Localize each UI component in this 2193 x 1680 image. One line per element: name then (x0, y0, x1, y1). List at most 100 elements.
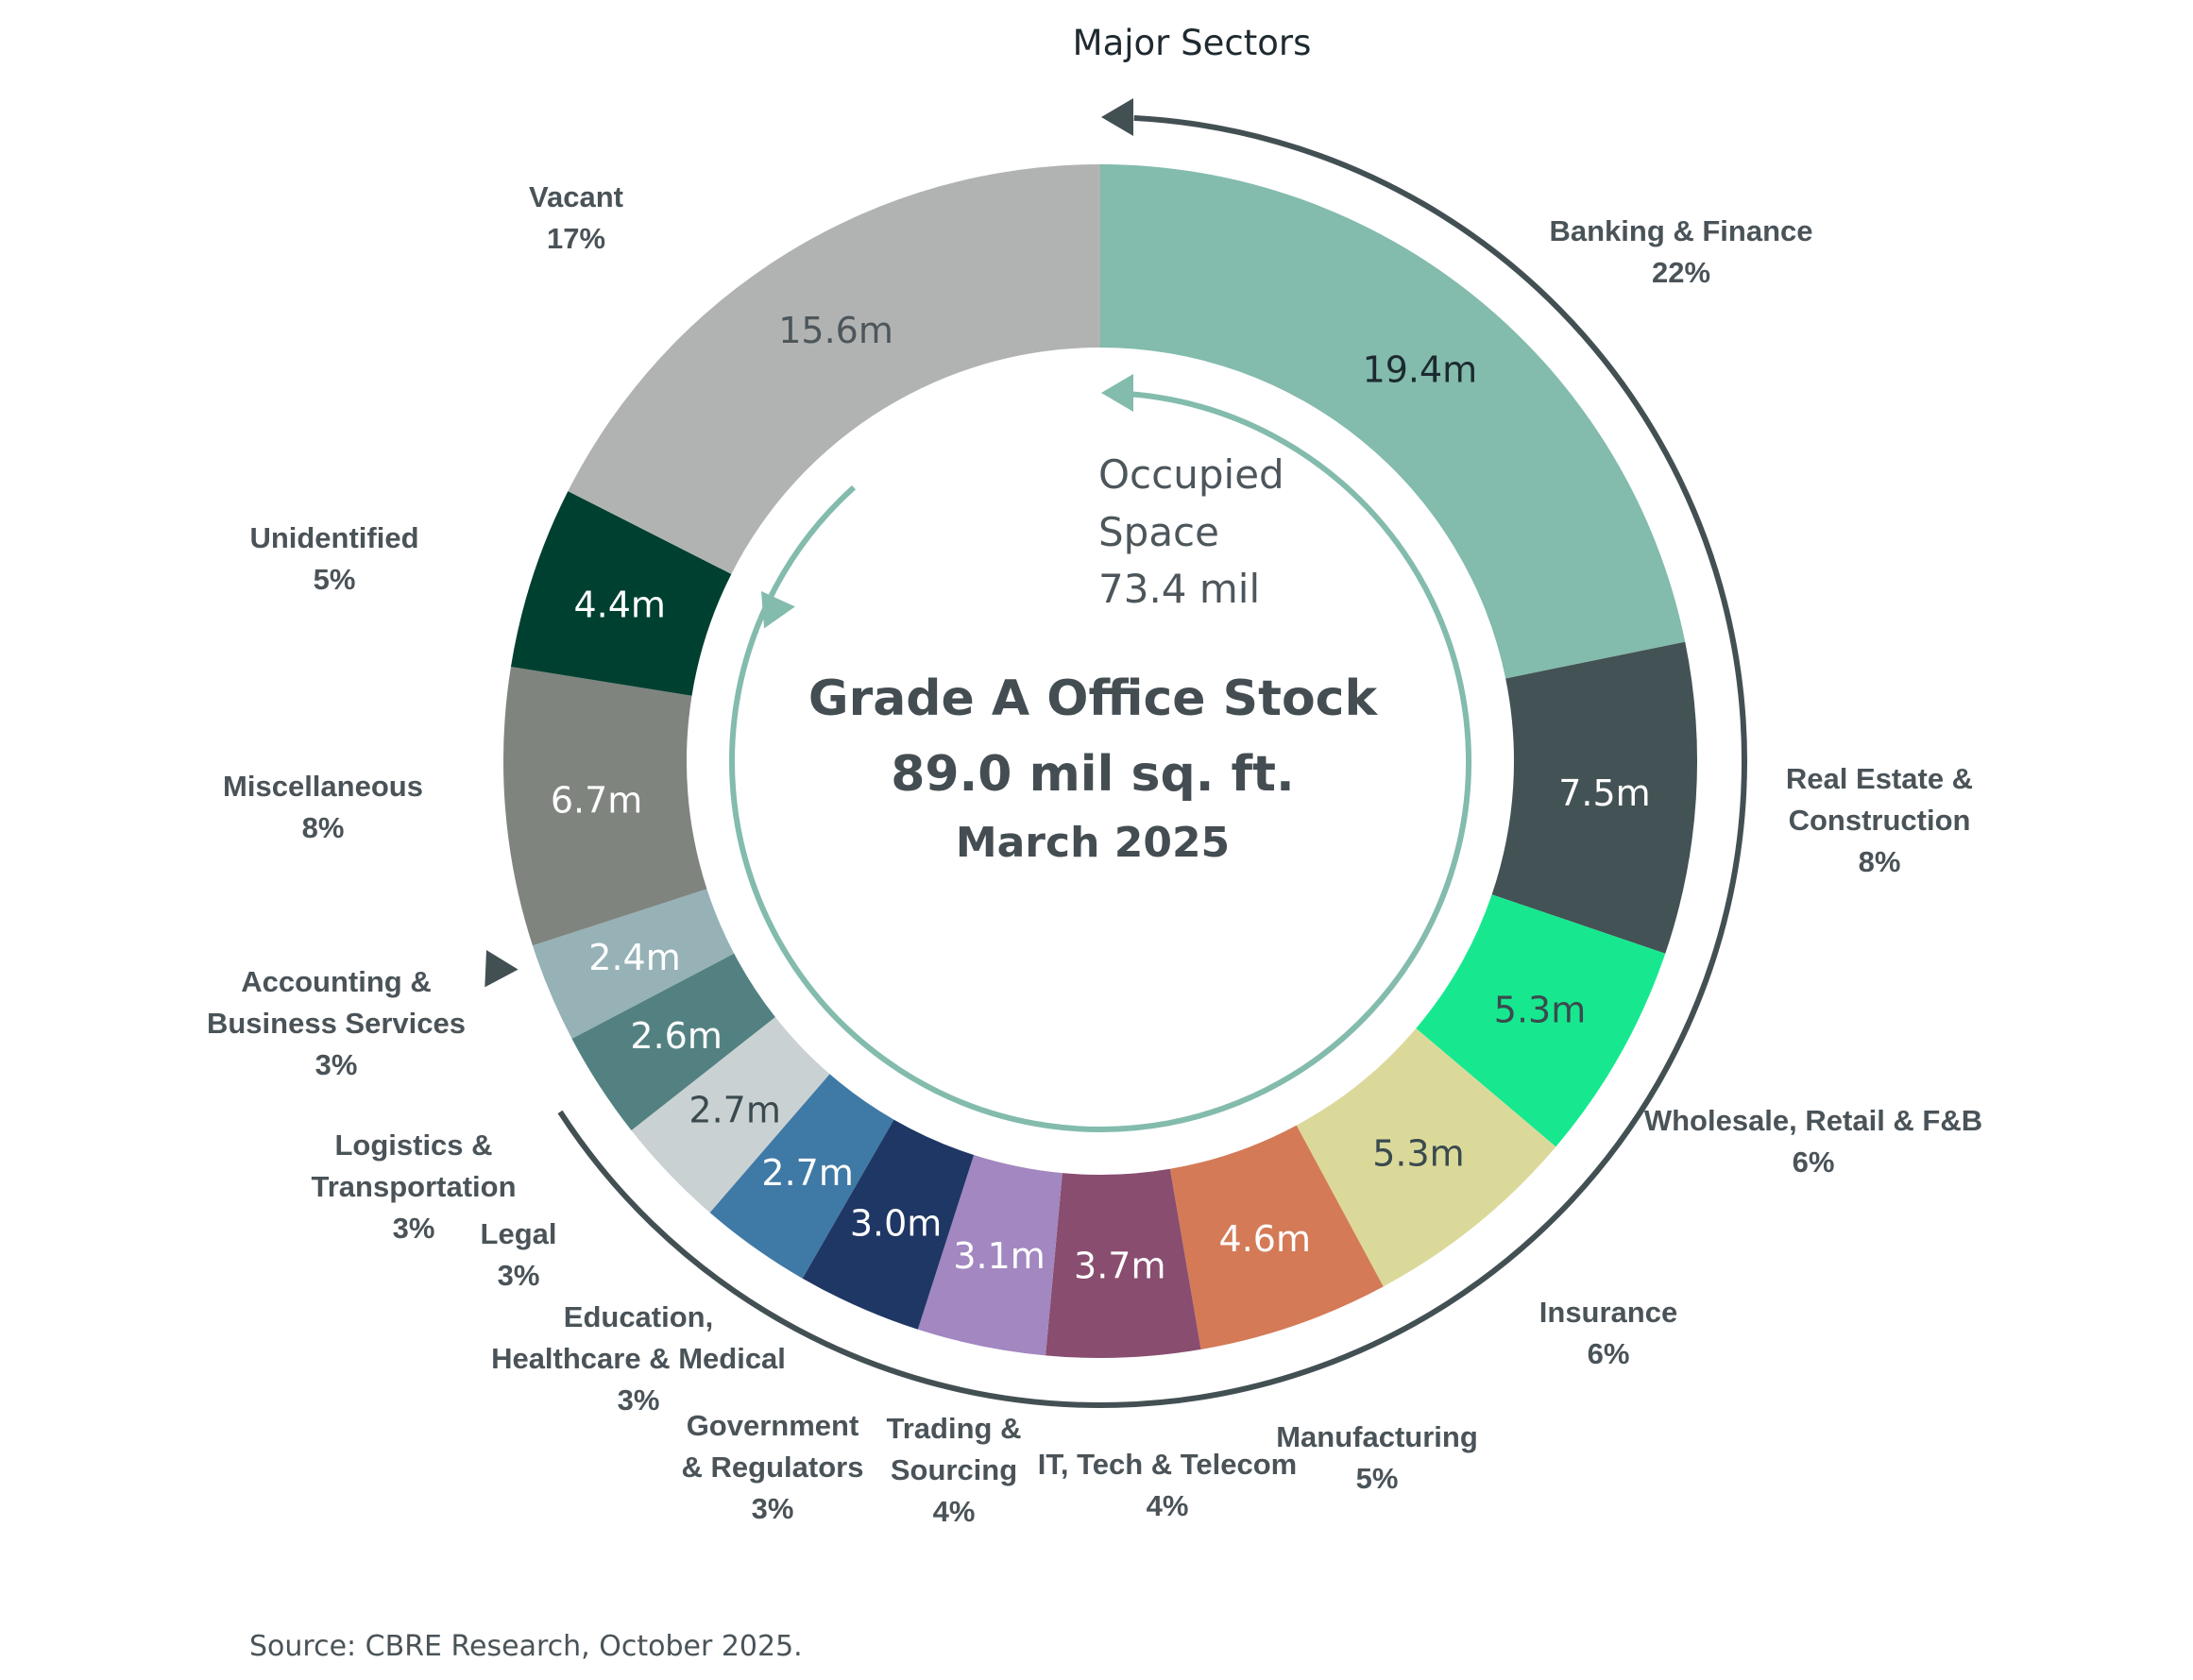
category-name: Education, (564, 1300, 713, 1333)
occupied-space-arrowhead-left (761, 591, 795, 629)
category-pct: 3% (752, 1492, 794, 1525)
occupied-space-line-2: Space (1098, 509, 1219, 555)
segment-it-tech-and-telecom (1046, 1168, 1201, 1358)
category-name: Business Services (207, 1007, 466, 1040)
value-labels: 19.4m 7.5m 5.3m 5.3m 4.6m 3.7m 3.1m 3.0m 2.7m 2.7… (551, 310, 1651, 1287)
segment-vacant (568, 164, 1100, 574)
category-label-insurance: Insurance 6% (1539, 1296, 1677, 1370)
value-label-real-estate-and-construction: 7.5m (1558, 772, 1650, 814)
category-label-unidentified: Unidentified 5% (249, 521, 418, 596)
category-label-banking-and-finance: Banking & Finance 22% (1549, 214, 1812, 289)
category-name: Trading & (887, 1412, 1022, 1445)
category-label-manufacturing: Manufacturing 5% (1276, 1420, 1478, 1495)
category-label-government-and-regulators: Government & Regulators 3% (682, 1409, 864, 1525)
value-label-unidentified: 4.4m (573, 585, 665, 626)
segment-miscellaneous (503, 667, 707, 946)
category-name: Transportation (311, 1170, 516, 1203)
value-label-logistics-and-transportation: 2.6m (630, 1015, 722, 1057)
value-label-manufacturing: 4.6m (1219, 1218, 1311, 1260)
category-label-vacant: Vacant 17% (529, 180, 623, 255)
category-name: IT, Tech & Telecom (1038, 1448, 1297, 1481)
value-label-it-tech-and-telecom: 3.7m (1074, 1246, 1165, 1287)
value-label-banking-and-finance: 19.4m (1363, 349, 1478, 391)
category-pct: 3% (618, 1383, 660, 1417)
occupied-space-arrow (729, 390, 1471, 1132)
value-label-insurance: 5.3m (1372, 1133, 1464, 1175)
category-labels: Banking & Finance 22% Real Estate & Constru… (207, 180, 1982, 1528)
segment-insurance (1296, 1027, 1556, 1287)
center-title: Grade A Office Stock (808, 670, 1379, 727)
category-name: Banking & Finance (1549, 214, 1812, 247)
value-label-government-and-regulators: 3.0m (850, 1202, 942, 1244)
category-name: Healthcare & Medical (491, 1342, 786, 1375)
segment-wholesale-retail-and-fandb (1416, 894, 1666, 1147)
category-label-miscellaneous: Miscellaneous 8% (223, 770, 423, 844)
category-pct: 3% (393, 1212, 435, 1245)
category-name: Logistics & (334, 1128, 492, 1162)
category-pct: 3% (315, 1048, 358, 1081)
category-name: & Regulators (682, 1451, 864, 1484)
category-pct: 22% (1652, 256, 1710, 289)
chart-top-title: Major Sectors (1073, 23, 1312, 63)
category-name: Real Estate & (1786, 762, 1973, 795)
category-name: Vacant (529, 180, 623, 213)
major-sectors-arrowhead-top (1101, 98, 1133, 136)
category-name: Insurance (1539, 1296, 1677, 1329)
center-date: March 2025 (956, 819, 1230, 867)
category-name: Wholesale, Retail & F&B (1644, 1104, 1982, 1137)
category-pct: 6% (1793, 1145, 1835, 1179)
category-pct: 6% (1588, 1337, 1630, 1370)
category-name: Sourcing (891, 1453, 1017, 1486)
segment-banking-and-finance (1100, 164, 1686, 679)
segment-government-and-regulators (802, 1119, 975, 1330)
major-sectors-arrow (557, 114, 1747, 1408)
category-pct: 3% (498, 1259, 540, 1292)
segment-accounting-and-business-services (532, 889, 735, 1039)
category-name: Government (687, 1409, 859, 1442)
segment-legal (631, 1017, 830, 1213)
segment-education-healthcare-and-medical (709, 1074, 894, 1279)
category-pct: 5% (1356, 1462, 1399, 1495)
category-label-real-estate-and-construction: Real Estate & Construction 8% (1786, 762, 1973, 878)
category-name: Miscellaneous (223, 770, 423, 803)
category-name: Unidentified (249, 521, 418, 554)
category-label-wholesale-retail-and-fandb: Wholesale, Retail & F&B 6% (1644, 1104, 1982, 1179)
occupied-space-arrowhead-top (1101, 374, 1133, 412)
segment-manufacturing (1169, 1125, 1384, 1349)
value-label-wholesale-retail-and-fandb: 5.3m (1494, 990, 1586, 1031)
category-name: Construction (1789, 804, 1971, 837)
category-name: Accounting & (241, 965, 432, 998)
major-sectors-arrowhead-left (484, 950, 518, 988)
value-label-legal: 2.7m (688, 1090, 780, 1131)
segment-trading-and-sourcing (917, 1155, 1062, 1356)
category-pct: 8% (302, 811, 345, 844)
segment-real-estate-and-construction (1491, 641, 1698, 954)
occupied-space-line-1: Occupied (1098, 451, 1284, 498)
category-pct: 8% (1859, 845, 1901, 878)
category-label-legal: Legal 3% (481, 1217, 557, 1292)
value-label-accounting-and-business-services: 2.4m (588, 937, 680, 978)
category-pct: 5% (314, 563, 356, 596)
arrows (484, 98, 1747, 1408)
center-total: 89.0 mil sq. ft. (891, 746, 1295, 803)
category-name: Manufacturing (1276, 1420, 1478, 1453)
source-note: Source: CBRE Research, October 2025. (249, 1630, 803, 1663)
category-label-accounting-and-business-services: Accounting & Business Services 3% (207, 965, 466, 1081)
category-pct: 4% (933, 1495, 976, 1528)
value-label-trading-and-sourcing: 3.1m (953, 1235, 1045, 1277)
category-name: Legal (481, 1217, 557, 1250)
category-pct: 17% (547, 222, 605, 255)
occupied-space-value: 73.4 mil (1098, 566, 1260, 612)
segment-logistics-and-transportation (571, 953, 775, 1131)
value-label-education-healthcare-and-medical: 2.7m (761, 1152, 853, 1194)
donut-segments (503, 164, 1698, 1358)
value-label-vacant: 15.6m (778, 310, 893, 351)
segment-unidentified (510, 491, 732, 696)
category-label-it-tech-and-telecom: IT, Tech & Telecom 4% (1038, 1448, 1297, 1522)
category-label-logistics-and-transportation: Logistics & Transportation 3% (311, 1128, 516, 1245)
category-label-education-healthcare-and-medical: Education, Healthcare & Medical 3% (491, 1300, 786, 1417)
category-pct: 4% (1147, 1489, 1189, 1522)
category-label-trading-and-sourcing: Trading & Sourcing 4% (887, 1412, 1022, 1528)
value-label-miscellaneous: 6.7m (551, 780, 642, 822)
